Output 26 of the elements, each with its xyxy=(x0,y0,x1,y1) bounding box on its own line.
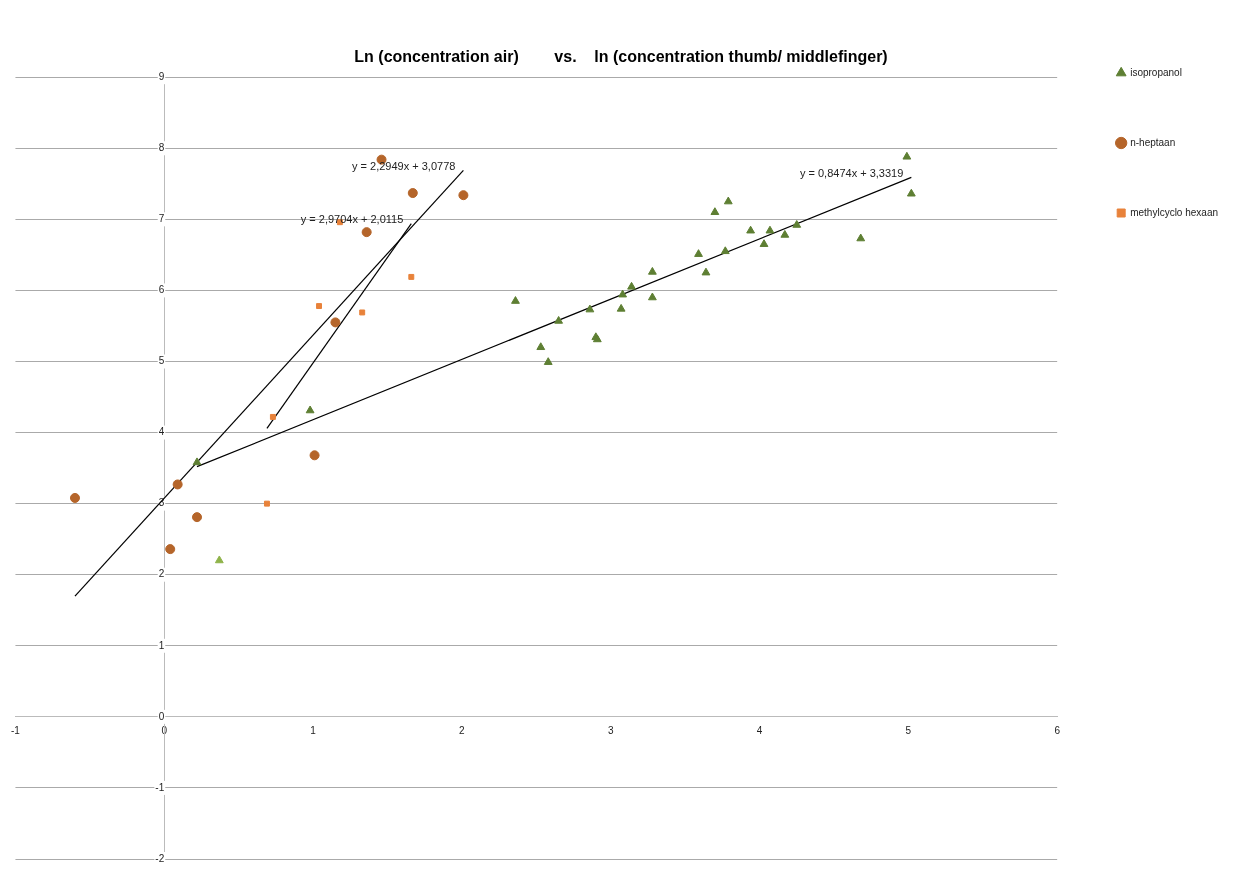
x-tick-label: 1 xyxy=(310,724,317,736)
y-tick-label: 3 xyxy=(158,497,165,509)
legend-label: isopropanol xyxy=(1130,66,1182,78)
legend-label: n-heptaan xyxy=(1130,136,1176,148)
y-tick-label: -1 xyxy=(155,781,165,793)
y-tick-label: 9 xyxy=(158,70,165,82)
chart-title: Ln (concentration air) vs. ln (concentration thumb/ middlefinger) xyxy=(354,48,888,66)
y-tick-label: 0 xyxy=(158,710,165,722)
annotation: y = 0,8474x + 3,3319 xyxy=(799,166,904,179)
y-tick-label: 8 xyxy=(158,142,165,154)
y-tick-label: 5 xyxy=(158,355,165,367)
x-tick-label: 4 xyxy=(756,724,763,736)
y-tick-label: 2 xyxy=(158,568,165,580)
x-tick-label: 3 xyxy=(607,724,614,736)
x-tick-label: -1 xyxy=(10,724,21,736)
x-tick-label: 5 xyxy=(905,724,912,736)
legend-label: methylcyclo hexaan xyxy=(1130,206,1219,218)
x-tick-label: 2 xyxy=(459,724,466,736)
annotation: y = 2,2949x + 3,0778 xyxy=(352,159,456,172)
y-tick-label: 4 xyxy=(158,426,165,438)
y-tick-label: -2 xyxy=(155,852,165,864)
y-tick-label: 7 xyxy=(158,213,165,225)
x-tick-label: 6 xyxy=(1054,724,1061,736)
y-tick-label: 1 xyxy=(158,639,165,651)
annotation: y = 2,9704x + 2,0115 xyxy=(300,213,404,226)
y-tick-label: 6 xyxy=(158,284,165,296)
